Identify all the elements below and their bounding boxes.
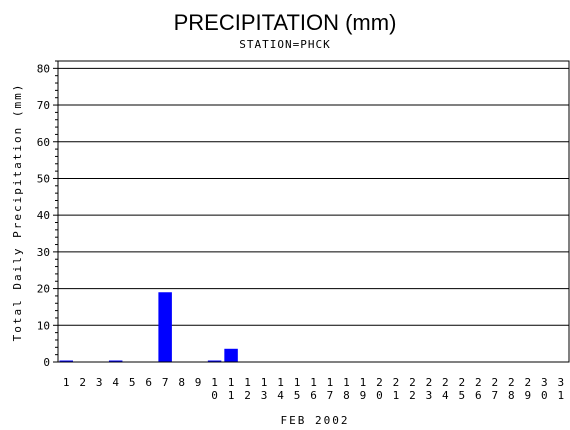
x-tick-label: 9 (195, 376, 202, 389)
y-tick-label: 60 (37, 136, 50, 149)
y-tick-label: 20 (37, 283, 50, 296)
y-tick-label: 70 (37, 99, 50, 112)
x-tick-label: 1 (63, 376, 70, 389)
y-tick-label: 80 (37, 62, 50, 75)
x-tick-label: 8 (178, 376, 185, 389)
bar-day-7 (158, 292, 172, 362)
y-tick-label: 40 (37, 209, 50, 222)
x-tick-label: 3 (96, 376, 103, 389)
x-tick-label: 4 (112, 376, 119, 389)
y-axis-label: Total Daily Precipitation (mm) (11, 83, 24, 342)
y-tick-label: 50 (37, 172, 50, 185)
y-tick-label: 10 (37, 319, 50, 332)
x-tick-label: 7 (162, 376, 169, 389)
y-tick-label: 30 (37, 246, 50, 259)
x-tick-label: 2 (79, 376, 86, 389)
bar-day-11 (224, 348, 238, 362)
y-tick-label: 0 (43, 356, 50, 369)
x-axis-label: FEB 2002 (281, 414, 350, 427)
chart-subtitle: STATION=PHCK (239, 38, 330, 51)
bar-day-4 (108, 360, 123, 362)
bar-day-1 (59, 360, 73, 362)
bar-day-10 (207, 360, 222, 362)
grid-lines (58, 67, 569, 326)
plot-frame (57, 60, 570, 363)
x-tick-label: 6 (145, 376, 152, 389)
chart-title: PRECIPITATION (mm) (174, 10, 397, 35)
x-tick-label: 5 (129, 376, 136, 389)
bars (59, 292, 238, 362)
